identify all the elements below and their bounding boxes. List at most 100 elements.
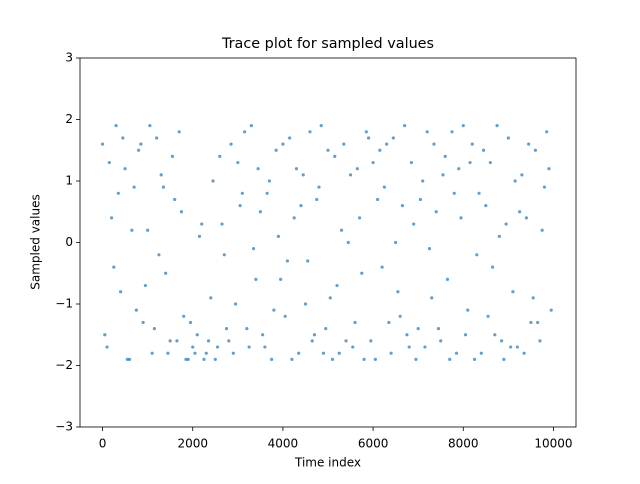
point — [109, 216, 114, 220]
point — [335, 283, 339, 288]
point — [490, 265, 495, 269]
point — [396, 290, 400, 294]
point — [130, 228, 134, 232]
point — [454, 351, 459, 355]
point — [333, 154, 337, 158]
point — [477, 191, 481, 195]
point — [166, 351, 170, 355]
point — [524, 216, 529, 220]
point — [547, 167, 551, 171]
point — [468, 160, 472, 165]
point — [342, 142, 346, 146]
point — [200, 222, 204, 226]
point — [448, 357, 452, 361]
point — [188, 320, 193, 325]
point — [502, 357, 506, 361]
point — [398, 314, 402, 318]
x-tick-label: 4000 — [268, 437, 299, 451]
point — [272, 308, 276, 312]
point — [481, 148, 486, 152]
point — [279, 277, 283, 281]
point — [148, 124, 152, 128]
point — [441, 173, 445, 177]
y-tick-label: 3 — [65, 51, 73, 65]
point — [319, 124, 323, 128]
x-tick-label: 8000 — [448, 437, 479, 451]
point — [128, 357, 132, 361]
point — [191, 345, 195, 349]
point — [303, 302, 308, 306]
point — [351, 345, 355, 349]
point — [281, 142, 285, 146]
point — [414, 357, 418, 361]
point — [439, 339, 443, 343]
point — [170, 154, 175, 158]
point — [430, 296, 434, 300]
point — [538, 339, 542, 343]
point — [285, 259, 290, 263]
point — [202, 357, 206, 361]
point — [461, 124, 465, 128]
point — [292, 216, 296, 220]
x-tick-label: 6000 — [358, 437, 389, 451]
point — [504, 222, 508, 226]
y-tick-label: −1 — [55, 297, 73, 311]
point — [339, 228, 344, 232]
point — [155, 136, 159, 140]
point — [276, 234, 280, 238]
point — [513, 179, 517, 183]
point — [355, 167, 359, 171]
point — [258, 210, 262, 214]
point — [423, 345, 427, 349]
point — [515, 345, 519, 349]
point — [141, 320, 145, 325]
point — [450, 130, 454, 134]
point — [466, 308, 470, 312]
point — [134, 308, 138, 312]
y-tick-label: −3 — [55, 420, 73, 434]
point — [193, 351, 197, 355]
point — [247, 345, 251, 349]
point — [506, 136, 510, 140]
point — [195, 333, 199, 337]
point — [222, 253, 226, 257]
point — [509, 345, 513, 349]
point — [290, 357, 294, 361]
point — [330, 357, 335, 361]
point — [488, 160, 492, 165]
point — [416, 327, 420, 331]
y-axis-label: Sampled values — [29, 194, 43, 289]
point — [297, 351, 301, 355]
point — [493, 333, 497, 337]
point — [227, 339, 231, 343]
point — [459, 216, 463, 220]
point — [378, 148, 382, 152]
point — [380, 265, 384, 269]
point — [385, 142, 389, 146]
x-tick-label: 10000 — [534, 437, 572, 451]
point — [540, 228, 544, 232]
point — [256, 167, 260, 171]
point — [373, 357, 377, 361]
point — [328, 296, 332, 300]
point — [103, 333, 107, 337]
point — [294, 167, 299, 171]
point — [206, 339, 211, 343]
point — [150, 351, 154, 355]
point — [238, 204, 242, 208]
point — [520, 173, 524, 177]
point — [209, 296, 213, 300]
point — [152, 327, 156, 331]
point — [317, 185, 321, 189]
point — [123, 167, 127, 171]
point — [242, 130, 247, 134]
point — [432, 142, 436, 146]
x-tick-label: 0 — [99, 437, 107, 451]
point — [472, 357, 477, 361]
point — [310, 339, 314, 343]
point — [412, 222, 416, 226]
point — [121, 136, 125, 140]
point — [445, 277, 450, 281]
